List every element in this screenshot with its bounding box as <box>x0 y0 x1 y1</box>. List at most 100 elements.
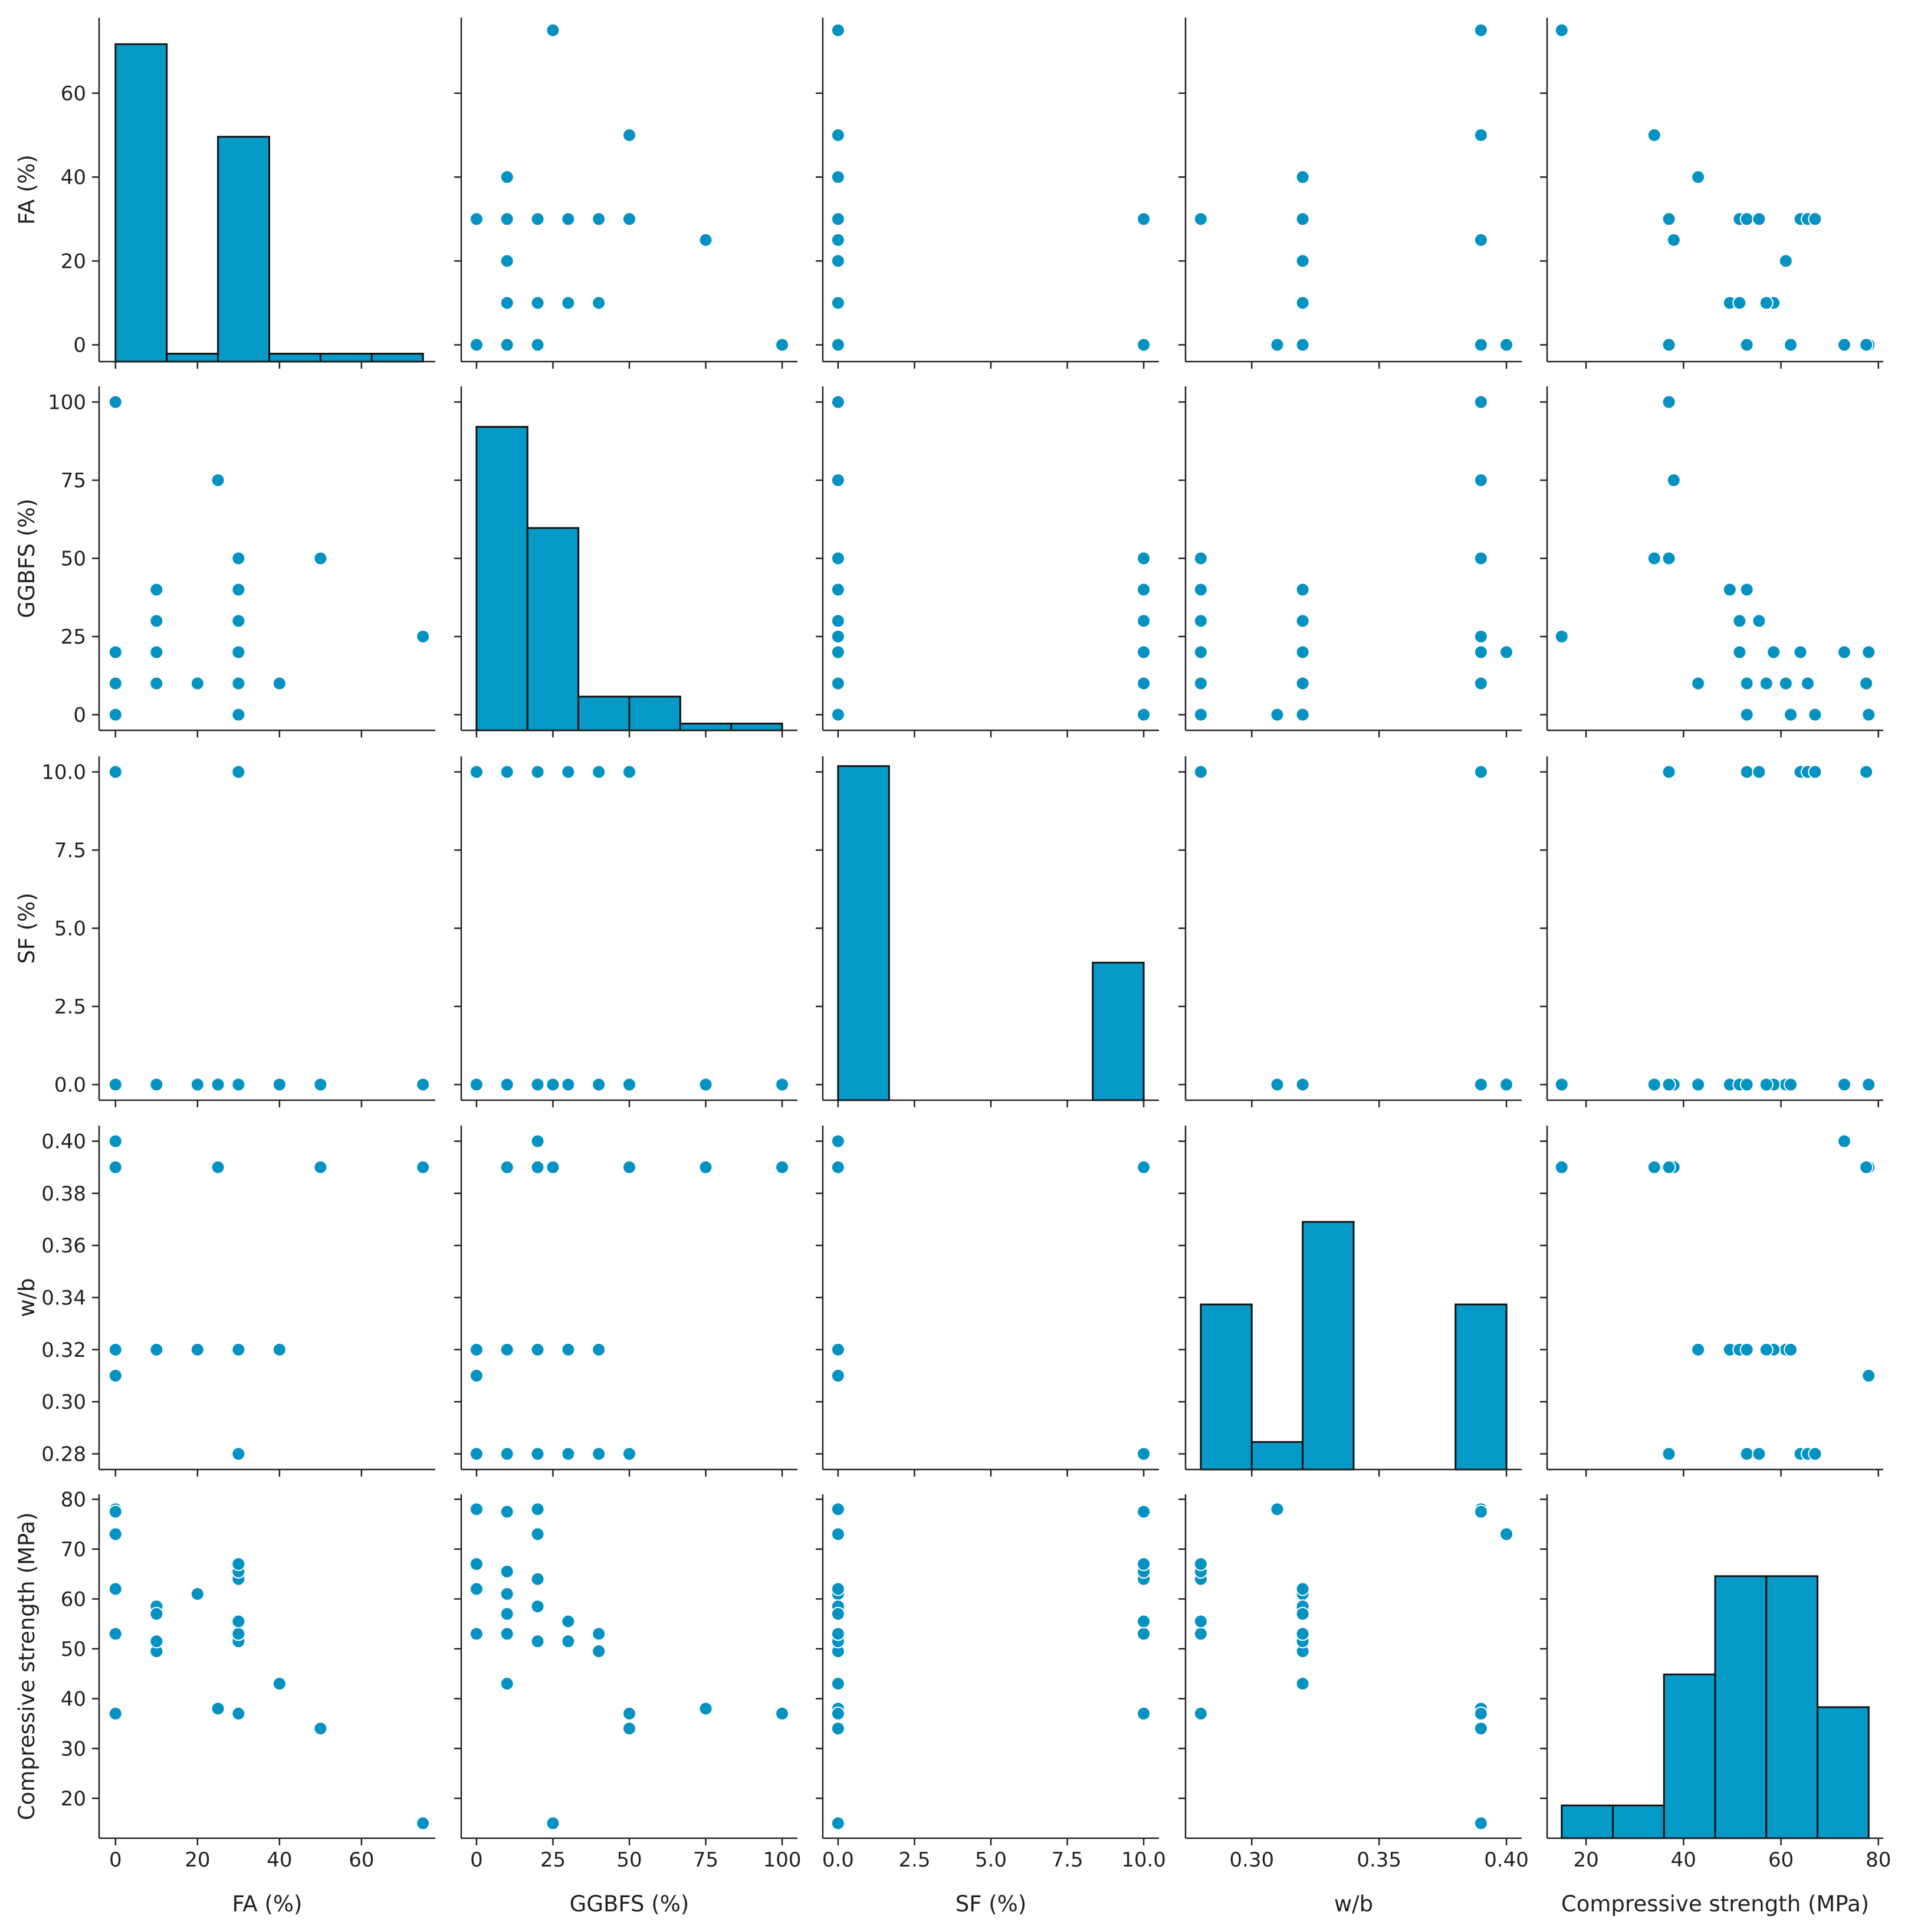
scatter-point <box>1137 212 1151 227</box>
scatter-point <box>561 1342 576 1357</box>
scatter-point <box>830 128 845 143</box>
scatter-point <box>1759 1342 1774 1357</box>
y-tick-label: 0.0 <box>54 1074 86 1097</box>
scatter-point <box>1473 337 1488 352</box>
y-tick-label: 0.34 <box>41 1287 86 1310</box>
panel-ggbfs-vs-sf <box>816 386 1159 737</box>
scatter-point <box>546 1077 560 1092</box>
scatter-point <box>1295 254 1310 268</box>
scatter-point <box>500 1626 514 1641</box>
scatter-point <box>1837 337 1851 352</box>
scatter-point <box>830 23 845 38</box>
scatter-point <box>469 1502 484 1517</box>
scatter-point <box>1784 1342 1798 1357</box>
scatter-point <box>1295 170 1310 185</box>
scatter-point <box>108 1582 123 1596</box>
scatter-point <box>561 1634 576 1649</box>
scatter-point <box>1766 645 1781 660</box>
scatter-point <box>830 645 845 660</box>
scatter-point <box>1137 1504 1151 1519</box>
scatter-point <box>211 1077 225 1092</box>
x-tick-label: 40 <box>267 1848 292 1872</box>
scatter-point <box>1193 1626 1208 1641</box>
panel-sf-vs-ggbfs <box>454 756 797 1107</box>
hist-bar <box>1765 1575 1818 1839</box>
panel-fa-vs-compressive-strength-mpa <box>1540 18 1883 369</box>
scatter-point <box>775 1077 790 1092</box>
panel-w-b-vs-sf <box>816 1126 1159 1477</box>
scatter-point <box>500 1446 514 1461</box>
scatter-point <box>1784 1077 1798 1092</box>
scatter-point <box>530 1134 545 1149</box>
scatter-point <box>1859 676 1874 691</box>
scatter-point <box>1499 1077 1514 1092</box>
hist-bar <box>475 426 528 732</box>
hist-bar <box>526 527 580 732</box>
scatter-point <box>1739 1446 1754 1461</box>
y-tick-label: 0.28 <box>41 1443 86 1467</box>
x-tick-label: 40 <box>1671 1848 1696 1872</box>
scatter-point <box>500 1606 514 1621</box>
scatter-point <box>546 23 560 38</box>
scatter-point <box>469 1582 484 1596</box>
scatter-point <box>592 1342 606 1357</box>
scatter-point <box>272 1077 287 1092</box>
scatter-point <box>592 1626 606 1641</box>
scatter-point <box>1691 1342 1706 1357</box>
scatter-point <box>622 1721 636 1736</box>
scatter-point <box>561 296 576 310</box>
scatter-point <box>830 1706 845 1721</box>
hist-bar <box>370 353 424 363</box>
scatter-point <box>1647 1077 1662 1092</box>
scatter-point <box>830 1527 845 1541</box>
scatter-point <box>830 1582 845 1596</box>
scatter-point <box>1739 582 1754 597</box>
y-axis-label-w-b: w/b <box>14 1278 40 1317</box>
scatter-point <box>1473 676 1488 691</box>
scatter-point <box>1662 765 1676 779</box>
scatter-point <box>108 645 123 660</box>
hist-bar <box>1612 1804 1665 1839</box>
panel-sf-vs-compressive-strength-mpa <box>1540 756 1883 1107</box>
scatter-point <box>830 170 845 185</box>
scatter-point <box>1808 212 1823 227</box>
scatter-point <box>561 212 576 227</box>
y-tick-label: 10.0 <box>41 761 86 785</box>
scatter-point <box>1732 645 1747 660</box>
hist-bar <box>730 723 783 732</box>
scatter-point <box>1800 676 1815 691</box>
scatter-point <box>1295 212 1310 227</box>
x-tick-label: 0 <box>470 1848 483 1872</box>
scatter-point <box>231 582 246 597</box>
scatter-point <box>231 707 246 722</box>
scatter-point <box>469 337 484 352</box>
x-tick-label: 0.0 <box>822 1848 854 1872</box>
scatter-point <box>231 614 246 628</box>
hist-bar <box>268 353 321 363</box>
x-tick-label: 0.35 <box>1357 1848 1401 1872</box>
scatter-point <box>592 1077 606 1092</box>
scatter-point <box>500 337 514 352</box>
scatter-point <box>775 1160 790 1175</box>
scatter-point <box>592 1644 606 1659</box>
y-tick-label: 100 <box>48 391 86 415</box>
scatter-point <box>830 614 845 628</box>
scatter-point <box>1722 582 1737 597</box>
panel-ggbfs-vs-compressive-strength-mpa <box>1540 386 1883 737</box>
x-tick-label: 50 <box>616 1848 642 1872</box>
scatter-point <box>1137 676 1151 691</box>
scatter-point <box>1662 337 1676 352</box>
scatter-point <box>1778 676 1793 691</box>
scatter-point <box>1647 128 1662 143</box>
panel-fa-vs-sf <box>816 18 1159 369</box>
scatter-point <box>108 1134 123 1149</box>
scatter-point <box>500 1564 514 1579</box>
scatter-point <box>1473 645 1488 660</box>
x-axis-label-ggbfs: GGBFS (%) <box>570 1891 689 1917</box>
scatter-point <box>1691 170 1706 185</box>
scatter-point <box>1270 1502 1285 1517</box>
scatter-point <box>108 1160 123 1175</box>
scatter-point <box>149 645 164 660</box>
hist-bar <box>1561 1804 1614 1839</box>
